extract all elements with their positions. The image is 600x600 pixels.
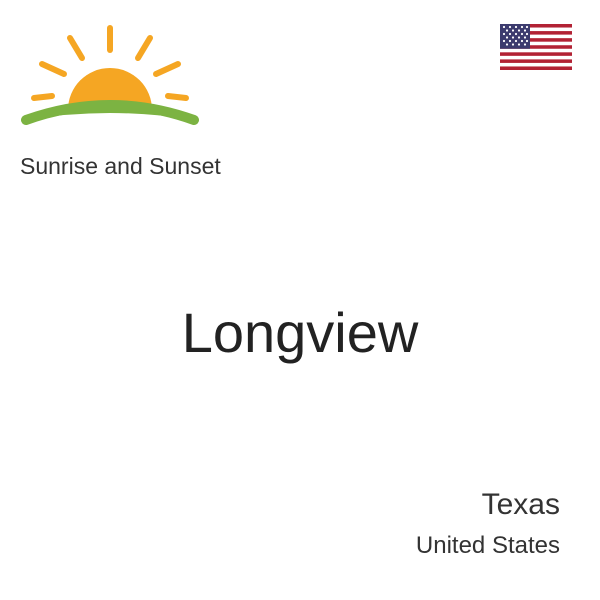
logo-area: Sunrise and Sunset bbox=[20, 20, 280, 180]
us-flag-icon bbox=[500, 24, 572, 70]
city-name: Longview bbox=[0, 300, 600, 365]
site-title: Sunrise and Sunset bbox=[20, 153, 280, 180]
region-name: Texas bbox=[416, 488, 560, 522]
sunrise-logo-icon bbox=[20, 20, 200, 140]
country-name: United States bbox=[416, 532, 560, 560]
region-area: Texas United States bbox=[416, 488, 560, 560]
